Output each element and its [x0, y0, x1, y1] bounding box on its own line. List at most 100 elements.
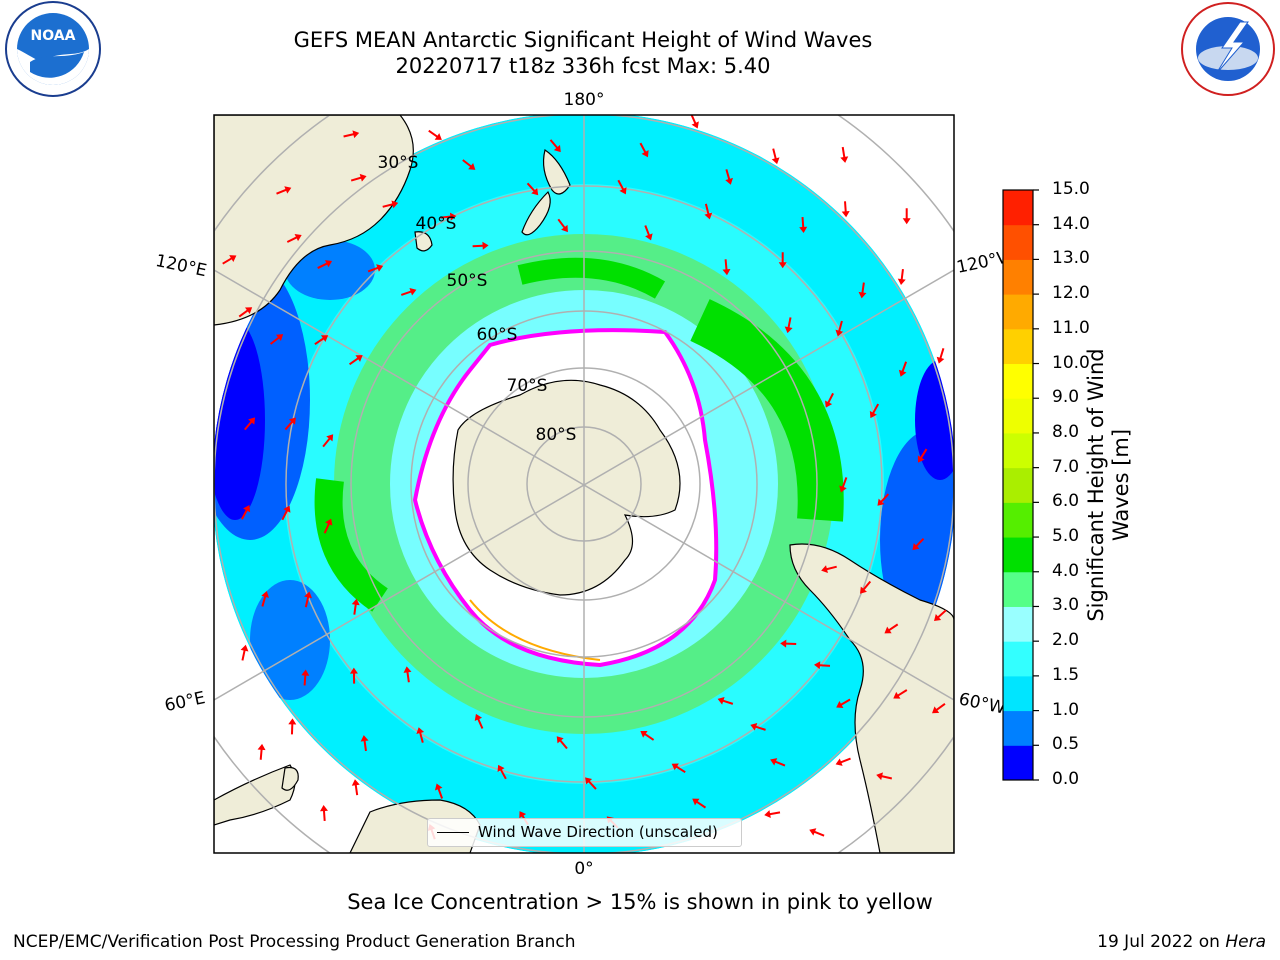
- wave-direction-arrow: [824, 392, 834, 408]
- legend-label: Wind Wave Direction (unscaled): [478, 823, 718, 841]
- wave-direction-arrow: [934, 609, 947, 622]
- wave-direction-arrow: [403, 666, 412, 683]
- wave-direction-arrow: [244, 417, 256, 431]
- lon-label-60w: 60°W: [957, 689, 1007, 718]
- wave-direction-arrow: [238, 307, 253, 318]
- wave-direction-arrow: [557, 218, 568, 233]
- wave-direction-arrow: [288, 718, 297, 735]
- lat-label-30s: 30°S: [378, 153, 419, 173]
- wave-direction-arrow: [639, 142, 649, 158]
- wave-direction-arrow: [770, 758, 786, 767]
- colorbar-tick-label: 8.0: [1052, 421, 1080, 442]
- wave-direction-arrow: [884, 623, 899, 634]
- wave-direction-arrow: [322, 434, 334, 448]
- wave-direction-arrow: [320, 805, 328, 822]
- colorbar-segment: [1003, 710, 1033, 746]
- wave-direction-arrow: [821, 565, 837, 574]
- wave-direction-arrow: [902, 208, 911, 225]
- wave-direction-arrow: [671, 763, 686, 774]
- wave-direction-arrow: [281, 505, 291, 521]
- colorbar-segment: [1003, 328, 1033, 365]
- nws-logo: [1181, 2, 1275, 96]
- colorbar-segment: [1003, 259, 1033, 295]
- wave-direction-arrow: [286, 233, 302, 243]
- colorbar-segment: [1003, 190, 1033, 226]
- wave-direction-arrow: [704, 203, 713, 220]
- noaa-logo-text: NOAA: [31, 28, 76, 44]
- wave-direction-arrow: [440, 212, 457, 221]
- map-title: GEFS MEAN Antarctic Significant Height o…: [293, 28, 873, 52]
- wave-direction-arrow: [462, 159, 476, 170]
- colorbar-segment: [1003, 675, 1033, 712]
- wave-direction-arrow: [898, 361, 908, 377]
- lon-label-0: 0°: [574, 859, 593, 879]
- wave-direction-arrow: [725, 169, 733, 185]
- colorbar-segment: [1003, 294, 1033, 330]
- wave-direction-arrow: [764, 810, 781, 819]
- lat-label-70s: 70°S: [507, 376, 548, 396]
- colorbar-tick-label: 7.0: [1052, 456, 1080, 477]
- wave-direction-arrow: [717, 696, 734, 705]
- colorbar-tick-label: 4.0: [1052, 560, 1080, 581]
- lat-label-60s: 60°S: [477, 325, 518, 345]
- sea-ice-note: Sea Ice Concentration > 15% is shown in …: [347, 890, 933, 914]
- colorbar-title: Significant Height of Wind Waves [m]: [1084, 348, 1133, 622]
- wave-direction-arrow: [840, 146, 849, 163]
- wave-direction-arrow: [784, 317, 793, 334]
- wave-direction-arrow: [269, 334, 284, 345]
- wave-direction-arrow: [428, 129, 442, 140]
- sea-ice-edge: [412, 328, 719, 668]
- wave-direction-arrow: [276, 186, 292, 195]
- wave-direction-arrow: [860, 580, 872, 594]
- colorbar-tick-label: 11.0: [1052, 317, 1090, 338]
- wave-direction-arrow: [261, 591, 269, 607]
- colorbar-tick-label: 0.5: [1052, 734, 1080, 755]
- map-legend: Wind Wave Direction (unscaled): [427, 818, 742, 847]
- antarctica-land: [452, 379, 681, 596]
- lon-label-120e: 120°E: [154, 251, 209, 281]
- wave-direction-arrow: [301, 669, 310, 686]
- noaa-logo: NOAA: [5, 1, 101, 97]
- wave-direction-arrow: [858, 282, 867, 299]
- wave-direction-arrow: [839, 477, 848, 493]
- wave-direction-arrow: [348, 355, 363, 366]
- wave-direction-arrow: [814, 661, 831, 670]
- footer-date-text: 19 Jul 2022 on: [1097, 932, 1226, 952]
- colorbar-tick-label: 10.0: [1052, 352, 1090, 373]
- wave-direction-arrow: [771, 148, 780, 165]
- wave-direction-arrow: [917, 448, 928, 463]
- wave-direction-arrow: [416, 727, 425, 743]
- colorbar-tick-label: 14.0: [1052, 213, 1090, 234]
- colorbar-tick-label: 0.0: [1052, 769, 1080, 789]
- wave-direction-arrow: [240, 644, 249, 661]
- wave-direction-arrow: [382, 200, 399, 209]
- colorbar-border: [1002, 189, 1034, 781]
- wave-direction-arrow: [317, 260, 333, 269]
- wave-direction-arrow: [257, 743, 266, 760]
- wave-direction-arrow: [936, 348, 945, 364]
- colorbar-segment: [1003, 571, 1033, 607]
- footer-host: Hera: [1225, 932, 1266, 952]
- wave-direction-arrow: [690, 115, 699, 129]
- colorbar-tick-label: 1.0: [1052, 699, 1080, 720]
- colorbar-tick-label: 12.0: [1052, 283, 1090, 304]
- wave-direction-arrow: [780, 639, 797, 648]
- colorbar-tick-label: 6.0: [1052, 491, 1080, 512]
- wave-direction-arrow: [284, 417, 296, 431]
- wave-direction-arrow: [360, 735, 369, 752]
- wave-direction-arrow: [869, 403, 880, 419]
- colorbar-segment: [1003, 606, 1033, 642]
- colorbar-tick-label: 13.0: [1052, 248, 1090, 269]
- wave-direction-arrow: [912, 537, 925, 551]
- wave-direction-arrow: [400, 287, 417, 296]
- wave-direction-arrow: [640, 730, 655, 741]
- wave-direction-arrow: [799, 216, 808, 233]
- wind-wave-arrows: [222, 115, 947, 840]
- colorbar-tick-label: 2.0: [1052, 630, 1080, 651]
- wave-direction-arrow: [722, 259, 731, 276]
- wave-direction-arrow: [304, 591, 312, 608]
- lon-label-180: 180°: [564, 90, 605, 110]
- colorbar: [1002, 189, 1039, 781]
- wave-direction-arrow: [876, 772, 893, 781]
- map-frame: [213, 114, 955, 854]
